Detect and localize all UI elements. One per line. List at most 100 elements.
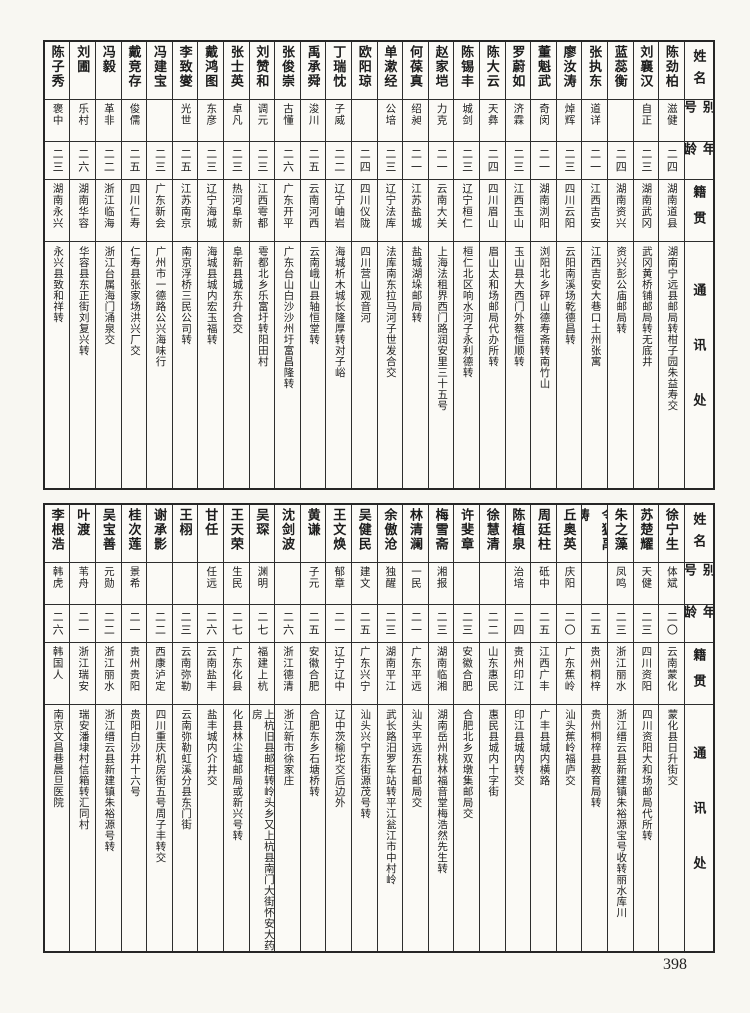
person-alias: 体斌: [665, 566, 677, 589]
person-age: 二五: [179, 147, 192, 174]
person-column: 丁瑞忱 子威 二二 辽宁岫岩 海城析木城长隆厚转对子峪: [325, 42, 351, 488]
person-column: 冯毅 革非 二二 浙江临海 浙江台属海门涌泉交: [95, 42, 121, 488]
age-cell: 二三: [556, 142, 582, 180]
person-column: 徐慧清 二二 山东惠民 惠民县城内十字街: [478, 505, 505, 951]
person-age: 二一: [127, 610, 140, 637]
person-native-place: 广东蕉岭: [563, 646, 575, 692]
person-column: 禹承舜 浚川 二五 云南河西 云南峨山县轴恒堂转: [299, 42, 326, 488]
person-address: 海城县城内宏玉福转: [205, 246, 217, 345]
address-cell: 云阳南溪场乾德昌转: [557, 242, 582, 488]
age-cell: 二二: [326, 142, 351, 180]
person-name: 吴琛: [254, 508, 270, 537]
alias-cell: 革非: [96, 100, 121, 142]
native-place-cell: 湖南华容: [70, 180, 96, 242]
person-native-place: 浙江丽水: [614, 646, 626, 692]
person-alias: 古懂: [282, 103, 294, 126]
person-column: 罗蔚如 济霖 二三 江西玉山 玉山县大西门外蔡恒顺转: [504, 42, 531, 488]
person-alias: 景希: [128, 566, 140, 589]
person-native-place: 湖南临湘: [435, 646, 447, 692]
name-cell: 王栩: [172, 505, 198, 563]
age-cell: 二四: [659, 142, 684, 180]
person-native-place: 云南弥勒: [179, 646, 191, 692]
person-column: 余傲沧 独醒 二三 湖南平江 武长路汨罗车站转平江瓮江市中村岭: [376, 505, 403, 951]
person-column: 陈劲柏 滋健 二四 湖南道县 湖南宁远县邮局转柑子园朱益寿交: [658, 42, 684, 488]
person-name: 冯毅: [100, 45, 116, 74]
person-column: 徐宁生 体斌 二〇 云南蒙化 蒙化县日升街交: [658, 505, 684, 951]
native-place-cell: 江苏南京: [172, 180, 198, 242]
person-native-place: 广东新会: [154, 183, 166, 229]
person-column: 梅雪斋 湘报 二三 湖南临湘 湖南岳州桃林福音堂梅浩然先生转: [427, 505, 454, 951]
age-cell: 二六: [198, 605, 224, 643]
person-address: 惠民县城内十字街: [487, 709, 499, 797]
person-native-place: 热河阜新: [230, 183, 242, 229]
name-cell: 吴宝善: [96, 505, 121, 563]
alias-cell: 滋健: [659, 100, 684, 142]
person-address: 云南峨山县轴恒堂转: [308, 246, 320, 345]
alias-cell: 天彝: [479, 100, 505, 142]
name-cell: 周廷柱: [531, 505, 556, 563]
alias-cell: 元勋: [96, 563, 121, 605]
native-place-cell: 广东蕉岭: [556, 643, 582, 705]
person-address: 浙江台属海门涌泉交: [103, 246, 115, 345]
person-column: 桂次莲 景希 二一 贵州贵阳 贵阳白沙井十六号: [120, 505, 147, 951]
native-place-cell: 浙江德清: [275, 643, 300, 705]
person-native-place: 湖南浏阳: [537, 183, 549, 229]
native-place-cell: 湖南永兴: [44, 180, 70, 242]
address-cell: 化县林尘墟邮局或新兴号转: [224, 705, 249, 951]
person-alias: 子威: [333, 103, 345, 126]
person-column: 陈锡丰 城剑 二三 辽宁桓仁 桓仁北区响水河子永利德转: [453, 42, 479, 488]
person-native-place: 江苏南京: [179, 183, 191, 229]
alias-cell: 光世: [172, 100, 198, 142]
age-cell: 二四: [352, 142, 377, 180]
name-cell: 丘奥英: [556, 505, 582, 563]
alias-cell: 生民: [224, 563, 249, 605]
person-name: 吴宝善: [100, 508, 116, 552]
person-column: 戴竞存 俊儒 二五 四川仁寿 仁寿县张家场洪兴厂交: [120, 42, 147, 488]
person-age: 二六: [281, 610, 294, 637]
person-name: 陈劲柏: [663, 45, 679, 89]
address-cell: 云南峨山县轴恒堂转: [301, 242, 326, 488]
person-address: 武冈黄桥铺邮局转无底井: [640, 246, 652, 367]
name-cell: 谢承影: [147, 505, 172, 563]
person-age: 二三: [51, 147, 64, 174]
person-address: 广州市一德路公兴海味行: [154, 246, 166, 367]
person-name: 梅雪斋: [433, 508, 449, 552]
person-name: 许斐章: [459, 508, 475, 552]
person-age: 二三: [639, 147, 652, 174]
person-name: 单漱经: [382, 45, 398, 89]
address-cell: 汕头蕉岭福庐交: [557, 705, 582, 951]
name-cell: 冯建宝: [147, 42, 172, 100]
person-age: 二一: [435, 147, 448, 174]
person-address: 浏阳北乡砰山德寿斋转南竹山: [538, 246, 550, 389]
person-alias: 绍昶: [409, 103, 421, 126]
name-cell: 苏楚耀: [633, 505, 659, 563]
native-place-cell: 湖南武冈: [633, 180, 659, 242]
address-cell: 盐城湖垛邮局转: [403, 242, 428, 488]
person-age: 二三: [179, 610, 192, 637]
person-address: 四川重庆机房街五号周子丰转交: [154, 709, 166, 863]
person-native-place: 辽宁辽中: [333, 646, 345, 692]
person-address: 海城析木城长隆厚转对子峪: [333, 246, 345, 378]
alias-cell: 体斌: [659, 563, 684, 605]
header-address-label: 通讯处: [691, 282, 707, 448]
native-place-cell: 江西雩都: [249, 180, 275, 242]
person-column: 李致燮 光世 二五 江苏南京 南京浮桥三民公司转: [171, 42, 198, 488]
native-place-cell: 四川云阳: [556, 180, 582, 242]
address-cell: 眉山太和场邮局代办所转: [480, 242, 505, 488]
alias-cell: [479, 563, 505, 605]
name-cell: 戴竞存: [121, 42, 147, 100]
directory-table-upper: 姓名 别号 年龄 籍贯 通讯处 陈劲柏 滋健 二四 湖南道县 湖南宁远县邮局转柑…: [43, 40, 715, 490]
person-alias: 褒中: [51, 103, 63, 126]
person-address: 仁寿县张家场洪兴厂交: [128, 246, 140, 356]
person-name: 刘襄汉: [638, 45, 654, 89]
person-age: 二三: [204, 147, 217, 174]
person-alias: 革非: [102, 103, 114, 126]
person-column: 单漱经 公培 二三 辽宁法库 法库南东拉马河子世发合交: [376, 42, 403, 488]
name-cell: 刘襄汉: [633, 42, 659, 100]
alias-cell: 公培: [377, 100, 403, 142]
age-cell: 二三: [147, 142, 172, 180]
person-column: 赵家垲 力克 二一 云南大关 上海法租界西门路润安里三十五号: [427, 42, 454, 488]
address-cell: 玉山县大西门外蔡恒顺转: [506, 242, 531, 488]
person-alias: 道详: [589, 103, 601, 126]
